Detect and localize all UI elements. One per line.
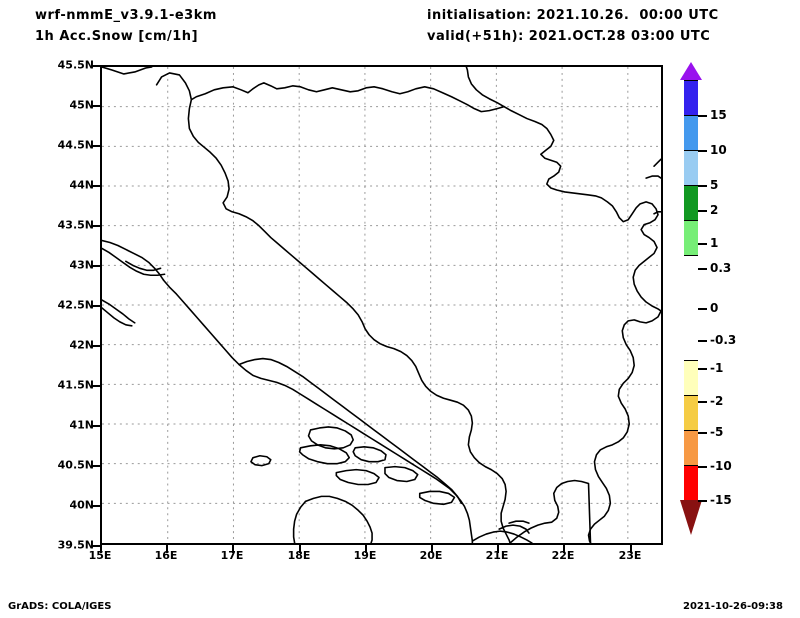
colorbar-band-m1-m2: [684, 395, 698, 430]
colorbar-label-03: 0.3: [710, 261, 732, 275]
ytick-label-43N: 43N: [69, 258, 94, 272]
colorbar-band-10-5: [684, 115, 698, 150]
ytick-mark-44N: [92, 185, 100, 187]
colorbar-label-10: 10: [710, 143, 727, 157]
ytick-label-41N: 41N: [69, 418, 94, 432]
colorbar-label-0: 0: [710, 301, 719, 315]
xtick-label-19E: 19E: [353, 549, 377, 562]
xtick-label-17E: 17E: [220, 549, 244, 562]
colorbar-tick-m1: [698, 368, 707, 370]
xtick-mark-21E: [497, 545, 499, 553]
colorbar-tick-m5: [698, 432, 707, 434]
model-title: wrf-nmmE_v3.9.1-e3km: [35, 8, 217, 23]
ytick-mark-39-5N: [92, 545, 100, 547]
ytick-mark-41-5N: [92, 385, 100, 387]
colorbar-band-15-10: [684, 80, 698, 115]
colorbar-band-m2-m5: [684, 430, 698, 465]
ytick-mark-41N: [92, 425, 100, 427]
ytick-label-40N: 40N: [69, 498, 94, 512]
colorbar-band-m5-m10: [684, 465, 698, 500]
xtick-mark-15E: [100, 545, 102, 553]
colorbar: [680, 62, 702, 501]
colorbar-tick-1: [698, 243, 707, 245]
ytick-mark-43N: [92, 265, 100, 267]
colorbar-band-2-1: [684, 185, 698, 220]
colorbar-tick-0: [698, 308, 707, 310]
ytick-label-42-5N: 42.5N: [57, 298, 94, 312]
colorbar-label-2: 2: [710, 203, 719, 217]
render-timestamp: 2021-10-26-09:38: [683, 601, 783, 612]
xtick-label-20E: 20E: [419, 549, 443, 562]
ytick-mark-45-5N: [92, 65, 100, 67]
ytick-label-39-5N: 39.5N: [57, 538, 94, 552]
ytick-label-45-5N: 45.5N: [57, 58, 94, 72]
map-plot-area: [100, 65, 663, 545]
ytick-label-45N: 45N: [69, 98, 94, 112]
xtick-label-15E: 15E: [88, 549, 112, 562]
colorbar-label-m03: -0.3: [710, 333, 737, 347]
colorbar-tick-2: [698, 210, 707, 212]
gridlines: [102, 67, 661, 543]
ytick-mark-42-5N: [92, 305, 100, 307]
xtick-mark-16E: [166, 545, 168, 553]
colorbar-band-5-2: [684, 150, 698, 185]
colorbar-label-m10: -10: [710, 459, 732, 473]
ytick-label-40-5N: 40.5N: [57, 458, 94, 472]
coastline-and-borders: [102, 67, 661, 543]
xtick-mark-19E: [365, 545, 367, 553]
xtick-label-16E: 16E: [154, 549, 178, 562]
colorbar-band-03-m03: [684, 255, 698, 360]
colorbar-label-m1: -1: [710, 361, 724, 375]
colorbar-band-m03-m1: [684, 360, 698, 395]
ytick-mark-40-5N: [92, 465, 100, 467]
xtick-label-23E: 23E: [618, 549, 642, 562]
ytick-mark-42N: [92, 345, 100, 347]
colorbar-tick-15: [698, 115, 707, 117]
colorbar-tick-03: [698, 268, 707, 270]
colorbar-tick-m10: [698, 466, 707, 468]
ytick-label-43-5N: 43.5N: [57, 218, 94, 232]
xtick-label-18E: 18E: [287, 549, 311, 562]
valid-time: valid(+51h): 2021.OCT.28 03:00 UTC: [427, 29, 711, 44]
grads-credit: GrADS: COLA/IGES: [8, 601, 112, 612]
colorbar-label-5: 5: [710, 178, 719, 192]
ytick-mark-43-5N: [92, 225, 100, 227]
colorbar-label-15: 15: [710, 108, 727, 122]
xtick-mark-22E: [563, 545, 565, 553]
colorbar-label-m5: -5: [710, 425, 724, 439]
colorbar-tick-10: [698, 150, 707, 152]
xtick-label-21E: 21E: [485, 549, 509, 562]
ytick-label-44-5N: 44.5N: [57, 138, 94, 152]
colorbar-tick-m03: [698, 340, 707, 342]
colorbar-tick-m2: [698, 401, 707, 403]
colorbar-band-1-03: [684, 220, 698, 255]
field-title: 1h Acc.Snow [cm/1h]: [35, 29, 199, 44]
initialisation-time: initialisation: 2021.10.26. 00:00 UTC: [427, 8, 719, 23]
colorbar-arrow-over: [680, 62, 702, 80]
xtick-mark-17E: [232, 545, 234, 553]
colorbar-tick-m15: [698, 500, 707, 502]
ytick-mark-44-5N: [92, 145, 100, 147]
ytick-label-44N: 44N: [69, 178, 94, 192]
xtick-mark-18E: [299, 545, 301, 553]
xtick-mark-23E: [630, 545, 632, 553]
xtick-label-22E: 22E: [551, 549, 575, 562]
ytick-label-42N: 42N: [69, 338, 94, 352]
ytick-mark-45N: [92, 105, 100, 107]
colorbar-arrow-under: [680, 500, 702, 535]
colorbar-label-m2: -2: [710, 394, 724, 408]
colorbar-tick-5: [698, 185, 707, 187]
ytick-mark-40N: [92, 505, 100, 507]
colorbar-label-1: 1: [710, 236, 719, 250]
xtick-mark-20E: [431, 545, 433, 553]
colorbar-label-m15: -15: [710, 493, 732, 507]
ytick-label-41-5N: 41.5N: [57, 378, 94, 392]
